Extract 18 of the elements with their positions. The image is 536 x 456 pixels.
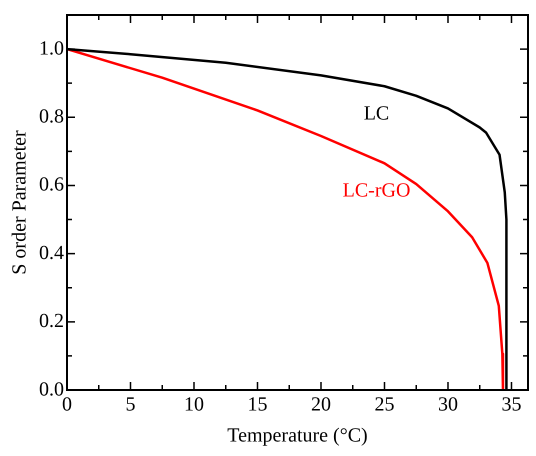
x-tick-label: 5 xyxy=(126,393,136,416)
x-tick-label: 0 xyxy=(62,393,72,416)
y-tick-label: 0.2 xyxy=(39,310,64,332)
x-tick-label: 30 xyxy=(438,393,458,416)
x-axis-title: Temperature (°C) xyxy=(227,424,368,446)
x-tick-label: 15 xyxy=(247,393,268,416)
x-tick-label: 35 xyxy=(501,393,522,416)
series-label: LC xyxy=(364,102,390,124)
series-label: LC-rGO xyxy=(342,180,410,202)
y-tick-label: 0.0 xyxy=(39,378,64,400)
y-axis-title: S order Parameter xyxy=(8,130,30,275)
x-tick-label: 10 xyxy=(184,393,204,416)
y-tick-label: 0.4 xyxy=(39,242,64,264)
y-tick-label: 0.6 xyxy=(39,174,64,196)
y-tick-label: 1.0 xyxy=(39,37,64,60)
x-tick-label: 20 xyxy=(310,393,331,416)
y-tick-label: 0.8 xyxy=(39,106,64,128)
x-tick-label: 25 xyxy=(374,393,394,416)
